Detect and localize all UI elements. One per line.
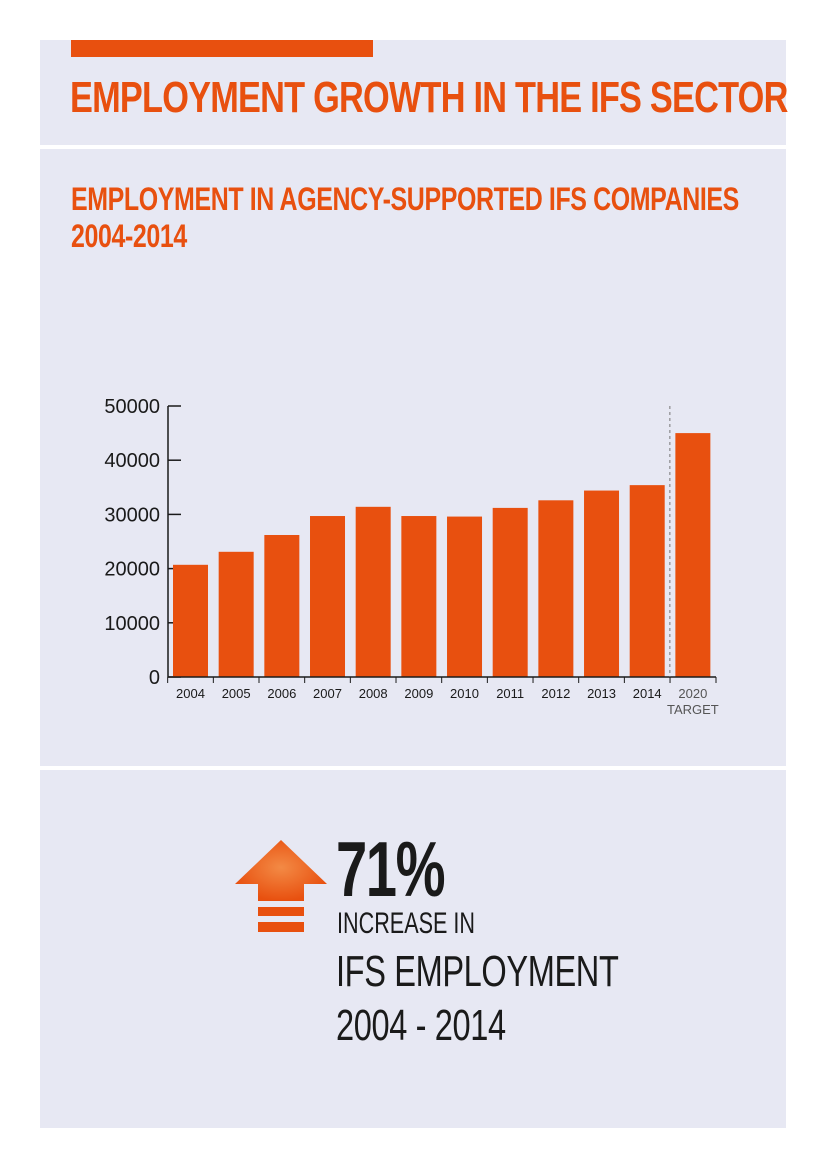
bar-2020 bbox=[675, 433, 711, 677]
chart-title-line-2: 2004-2014 bbox=[71, 218, 187, 254]
title-panel: EMPLOYMENT GROWTH IN THE IFS SECTOR bbox=[40, 40, 788, 145]
page-title: EMPLOYMENT GROWTH IN THE IFS SECTOR bbox=[70, 73, 788, 122]
up-arrow-icon bbox=[235, 840, 327, 932]
x-tick-label: 2008 bbox=[359, 686, 388, 701]
stat-line-2: 2004 - 2014 bbox=[336, 1001, 506, 1050]
y-tick-label: 0 bbox=[149, 667, 160, 689]
x-tick-sublabel: TARGET bbox=[667, 702, 719, 717]
bar-2007 bbox=[310, 516, 346, 677]
stat-label: INCREASE IN bbox=[337, 907, 476, 940]
x-tick-label: 2009 bbox=[404, 686, 433, 701]
stat-percent: 71% bbox=[336, 825, 446, 913]
x-tick-label: 2007 bbox=[313, 686, 342, 701]
bar-2014 bbox=[629, 485, 665, 677]
bar-2011 bbox=[492, 507, 528, 677]
accent-bar bbox=[71, 40, 373, 57]
x-tick-label: 2014 bbox=[633, 686, 662, 701]
x-tick-label: 2013 bbox=[587, 686, 616, 701]
y-tick-label: 40000 bbox=[104, 450, 160, 472]
x-tick-label: 2010 bbox=[450, 686, 479, 701]
bar-2013 bbox=[584, 490, 620, 677]
stat-panel: 71% INCREASE IN IFS EMPLOYMENT 2004 - 20… bbox=[40, 770, 786, 1128]
x-tick-label: 2011 bbox=[496, 686, 524, 701]
x-tick-label: 2005 bbox=[222, 686, 251, 701]
bar-2004 bbox=[173, 564, 208, 677]
chart-title-line-1: EMPLOYMENT IN AGENCY-SUPPORTED IFS COMPA… bbox=[71, 181, 739, 217]
stat-line-1: IFS EMPLOYMENT bbox=[336, 947, 619, 996]
y-tick-label: 30000 bbox=[104, 504, 160, 526]
y-tick-label: 10000 bbox=[104, 613, 160, 635]
x-tick-label: 2020 bbox=[678, 686, 707, 701]
x-tick-label: 2006 bbox=[267, 686, 296, 701]
bar-2012 bbox=[538, 500, 574, 677]
x-tick-label: 2012 bbox=[541, 686, 570, 701]
chart-panel: EMPLOYMENT IN AGENCY-SUPPORTED IFS COMPA… bbox=[40, 149, 786, 766]
chart-title: EMPLOYMENT IN AGENCY-SUPPORTED IFS COMPA… bbox=[71, 181, 739, 255]
bar-2010 bbox=[447, 516, 483, 677]
x-tick-label: 2004 bbox=[176, 686, 205, 701]
bar-2009 bbox=[401, 516, 437, 677]
bar-2008 bbox=[355, 506, 391, 677]
bar-2006 bbox=[264, 534, 300, 677]
bar-2005 bbox=[218, 551, 254, 677]
bar-chart: 50000 40000 30000 20000 10000 0 2004 2005 2006 20… bbox=[104, 396, 719, 717]
y-tick-label: 20000 bbox=[104, 559, 160, 581]
y-tick-label: 50000 bbox=[104, 396, 160, 418]
